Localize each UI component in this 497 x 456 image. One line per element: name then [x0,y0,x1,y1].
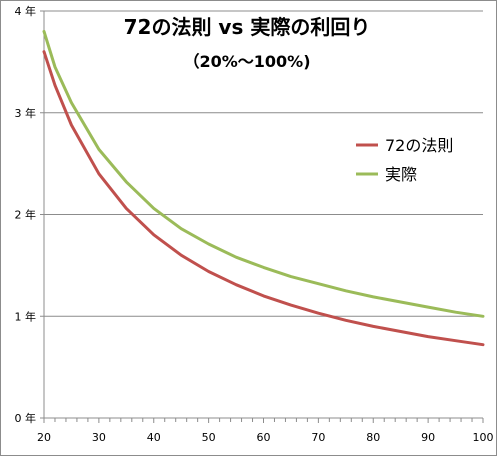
x-tick-label: 50 [202,431,216,444]
axes [40,10,484,423]
gridlines [44,10,483,317]
y-tick-label: 2 年 [15,208,37,222]
chart-subtitle: （20%〜100%) [183,52,310,71]
x-tick-label: 30 [92,431,106,444]
x-tick-label: 60 [257,431,271,444]
x-tick-label: 80 [366,431,380,444]
series-line-1 [42,50,485,347]
chart-title: 72の法則 vs 実際の利回り [124,15,371,39]
x-tick-label: 20 [37,431,51,444]
x-tick-label: 100 [473,431,494,444]
legend-label-1: 72の法則 [385,136,453,155]
y-tick-label: 3 年 [15,106,37,120]
y-tick-label: 0 年 [15,411,37,425]
series-line-2 [42,29,485,318]
x-tick-label: 90 [421,431,435,444]
series-lines [42,29,485,347]
x-tick-label: 70 [311,431,325,444]
legend-label-2: 実際 [385,165,417,184]
tick-labels: 0 年 1 年 2 年 3 年 4 年 20 30 40 50 60 70 80 90 100 [15,4,494,444]
y-tick-label: 1 年 [15,309,37,323]
y-tick-label: 4 年 [15,4,37,18]
x-tick-label: 40 [147,431,161,444]
